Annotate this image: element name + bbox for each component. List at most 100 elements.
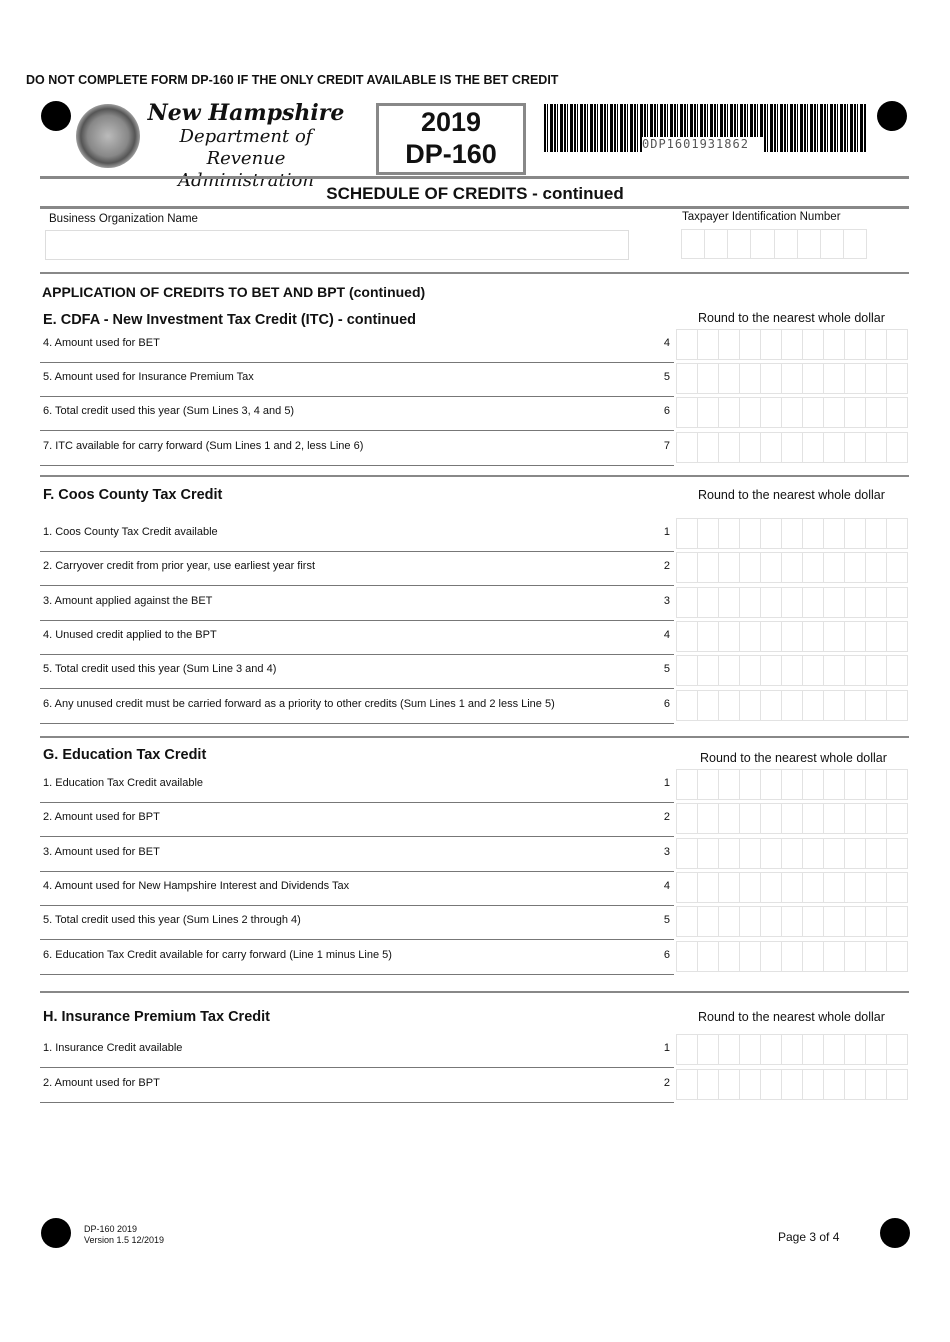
digit-cell[interactable]	[845, 519, 866, 548]
digit-cell[interactable]	[824, 873, 845, 902]
amount-input[interactable]	[676, 1069, 908, 1100]
digit-cell[interactable]	[803, 907, 824, 936]
digit-cell[interactable]	[782, 839, 803, 868]
digit-cell[interactable]	[719, 553, 740, 582]
digit-cell[interactable]	[824, 656, 845, 685]
digit-cell[interactable]	[887, 691, 907, 720]
digit-cell[interactable]	[761, 942, 782, 971]
digit-cell[interactable]	[751, 230, 775, 258]
digit-cell[interactable]	[782, 770, 803, 799]
digit-cell[interactable]	[803, 804, 824, 833]
digit-cell[interactable]	[740, 873, 761, 902]
digit-cell[interactable]	[677, 839, 698, 868]
digit-cell[interactable]	[740, 1035, 761, 1064]
digit-cell[interactable]	[677, 330, 698, 359]
digit-cell[interactable]	[824, 839, 845, 868]
digit-cell[interactable]	[866, 398, 887, 427]
amount-input[interactable]	[676, 329, 908, 360]
digit-cell[interactable]	[761, 588, 782, 617]
digit-cell[interactable]	[782, 519, 803, 548]
digit-cell[interactable]	[866, 433, 887, 462]
digit-cell[interactable]	[761, 656, 782, 685]
digit-cell[interactable]	[782, 1070, 803, 1099]
digit-cell[interactable]	[705, 230, 729, 258]
digit-cell[interactable]	[866, 804, 887, 833]
digit-cell[interactable]	[803, 588, 824, 617]
amount-input[interactable]	[676, 552, 908, 583]
digit-cell[interactable]	[866, 1035, 887, 1064]
digit-cell[interactable]	[677, 519, 698, 548]
digit-cell[interactable]	[782, 398, 803, 427]
digit-cell[interactable]	[845, 770, 866, 799]
digit-cell[interactable]	[677, 553, 698, 582]
digit-cell[interactable]	[740, 691, 761, 720]
digit-cell[interactable]	[740, 770, 761, 799]
digit-cell[interactable]	[677, 622, 698, 651]
digit-cell[interactable]	[803, 398, 824, 427]
digit-cell[interactable]	[698, 691, 719, 720]
digit-cell[interactable]	[761, 691, 782, 720]
digit-cell[interactable]	[698, 519, 719, 548]
amount-input[interactable]	[676, 906, 908, 937]
digit-cell[interactable]	[761, 433, 782, 462]
amount-input[interactable]	[676, 769, 908, 800]
digit-cell[interactable]	[887, 907, 907, 936]
digit-cell[interactable]	[698, 839, 719, 868]
digit-cell[interactable]	[803, 839, 824, 868]
digit-cell[interactable]	[782, 433, 803, 462]
amount-input[interactable]	[676, 397, 908, 428]
digit-cell[interactable]	[803, 1070, 824, 1099]
amount-input[interactable]	[676, 803, 908, 834]
digit-cell[interactable]	[719, 433, 740, 462]
digit-cell[interactable]	[719, 804, 740, 833]
digit-cell[interactable]	[887, 519, 907, 548]
digit-cell[interactable]	[887, 804, 907, 833]
digit-cell[interactable]	[719, 656, 740, 685]
digit-cell[interactable]	[845, 433, 866, 462]
digit-cell[interactable]	[719, 942, 740, 971]
digit-cell[interactable]	[719, 519, 740, 548]
digit-cell[interactable]	[782, 656, 803, 685]
digit-cell[interactable]	[845, 804, 866, 833]
digit-cell[interactable]	[866, 330, 887, 359]
digit-cell[interactable]	[677, 364, 698, 393]
digit-cell[interactable]	[887, 839, 907, 868]
digit-cell[interactable]	[719, 691, 740, 720]
digit-cell[interactable]	[775, 230, 798, 258]
digit-cell[interactable]	[782, 907, 803, 936]
digit-cell[interactable]	[719, 364, 740, 393]
digit-cell[interactable]	[866, 553, 887, 582]
digit-cell[interactable]	[719, 622, 740, 651]
digit-cell[interactable]	[677, 433, 698, 462]
digit-cell[interactable]	[761, 873, 782, 902]
digit-cell[interactable]	[761, 519, 782, 548]
digit-cell[interactable]	[845, 873, 866, 902]
digit-cell[interactable]	[698, 330, 719, 359]
digit-cell[interactable]	[866, 588, 887, 617]
digit-cell[interactable]	[803, 942, 824, 971]
digit-cell[interactable]	[887, 364, 907, 393]
digit-cell[interactable]	[740, 588, 761, 617]
digit-cell[interactable]	[698, 907, 719, 936]
digit-cell[interactable]	[887, 656, 907, 685]
digit-cell[interactable]	[824, 942, 845, 971]
digit-cell[interactable]	[803, 519, 824, 548]
digit-cell[interactable]	[740, 553, 761, 582]
digit-cell[interactable]	[719, 1070, 740, 1099]
digit-cell[interactable]	[824, 622, 845, 651]
digit-cell[interactable]	[866, 691, 887, 720]
digit-cell[interactable]	[761, 398, 782, 427]
amount-input[interactable]	[676, 872, 908, 903]
digit-cell[interactable]	[844, 230, 866, 258]
digit-cell[interactable]	[845, 330, 866, 359]
digit-cell[interactable]	[698, 588, 719, 617]
digit-cell[interactable]	[761, 330, 782, 359]
digit-cell[interactable]	[698, 804, 719, 833]
digit-cell[interactable]	[740, 433, 761, 462]
digit-cell[interactable]	[719, 330, 740, 359]
digit-cell[interactable]	[803, 1035, 824, 1064]
digit-cell[interactable]	[887, 770, 907, 799]
digit-cell[interactable]	[719, 770, 740, 799]
digit-cell[interactable]	[866, 770, 887, 799]
amount-input[interactable]	[676, 655, 908, 686]
